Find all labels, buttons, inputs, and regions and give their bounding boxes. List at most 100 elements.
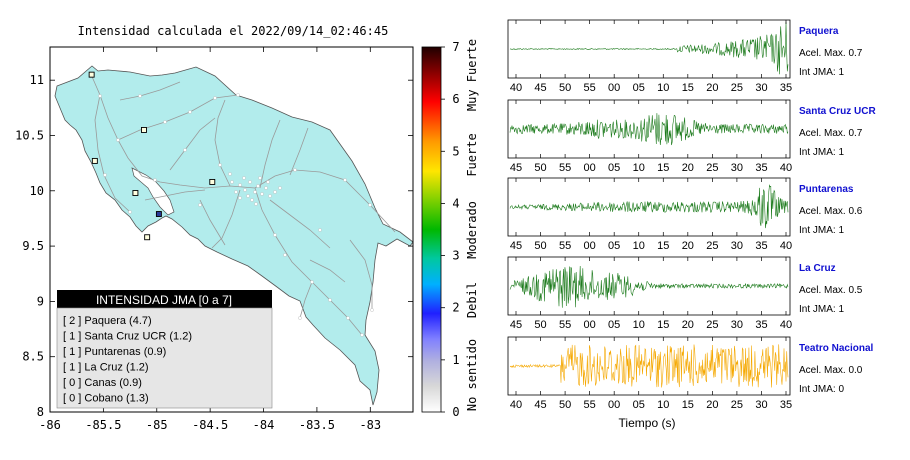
road [269, 199, 331, 249]
road [199, 199, 226, 246]
trace-tick-label: 15 [682, 399, 694, 411]
station-marker [144, 234, 151, 241]
gulf-of-nicoya [131, 167, 175, 216]
trace-tick-label: 25 [731, 399, 743, 411]
road [169, 117, 216, 171]
trace-tick-label: 55 [559, 319, 571, 331]
town-marker [273, 190, 277, 194]
colorbar-tick-label: 0 [452, 405, 459, 419]
peak-acceleration: Acel. Max. 0.6 [799, 206, 863, 217]
station-name: La Cruz [799, 263, 836, 274]
legend-body-bg [56, 307, 273, 409]
trace-tick-label: 05 [608, 319, 620, 331]
waveform [509, 184, 789, 229]
town-marker [138, 94, 142, 98]
station-marker [209, 178, 216, 185]
legend-header: INTENSIDAD JMA [0 a 7] [96, 293, 232, 307]
road [117, 94, 239, 141]
colorbar-tick-label: 4 [452, 196, 459, 210]
trace-tick-label: 45 [510, 319, 522, 331]
town-marker [256, 184, 260, 188]
colorbar-label: Fuerte [465, 133, 479, 176]
peak-acceleration: Acel. Max. 0.7 [799, 128, 863, 139]
trace-tick-label: 30 [731, 240, 743, 252]
legend-item: [ 1 ] Santa Cruz UCR (1.2) [63, 331, 192, 343]
jma-intensity: Int JMA: 0 [799, 384, 844, 395]
map-x-tick-label: -83 [359, 418, 381, 432]
station-marker [91, 157, 98, 164]
town-marker [268, 194, 272, 198]
trace-tick-label: 50 [534, 319, 546, 331]
town-marker [370, 308, 374, 312]
map-y-tick-label: 10 [30, 184, 44, 198]
trace-panel: 45 50 55 00 05 10 15 20 25 30 35 40 La Cruz Acel. Max… [507, 256, 863, 331]
trace-tick-label: 55 [584, 399, 596, 411]
trace-tick-label: 10 [633, 240, 645, 252]
town-marker [218, 163, 222, 167]
town-marker [260, 192, 264, 196]
trace-tick-label: 40 [780, 240, 792, 252]
town-marker [188, 110, 192, 114]
colorbar-tick-label: 7 [452, 40, 459, 54]
map-x-tick-label: -86 [39, 418, 61, 432]
trace-tick-label: 10 [633, 319, 645, 331]
legend-item: [ 0 ] Cobano (1.3) [63, 393, 149, 405]
town-marker [318, 228, 322, 232]
town-marker [368, 203, 372, 207]
trace-tick-label: 25 [706, 319, 718, 331]
legend-header-bg [57, 290, 272, 308]
waveform [509, 113, 789, 146]
road [89, 71, 256, 189]
town-marker [254, 202, 258, 206]
station-name: Teatro Nacional [799, 343, 873, 354]
trace-tick-label: 35 [755, 319, 767, 331]
trace-tick-label: 15 [657, 240, 669, 252]
trace-tick-label: 35 [780, 399, 792, 411]
trace-tick-label: 05 [633, 82, 645, 94]
colorbar-tick-label: 2 [452, 301, 459, 315]
road [144, 189, 206, 201]
trace-tick-label: 50 [559, 399, 571, 411]
trace-tick-label: 35 [780, 82, 792, 94]
town-marker [346, 316, 350, 320]
jma-intensity: Int JMA: 1 [799, 147, 844, 158]
trace-tick-label: 20 [706, 82, 718, 94]
town-marker [293, 168, 297, 172]
map-title: Intensidad calculada el 2022/09/14_02:46… [78, 24, 389, 38]
map-x-tick-label: -84.5 [192, 418, 228, 432]
town-marker [273, 233, 277, 237]
station-marker [155, 211, 162, 217]
road [94, 94, 131, 213]
trace-tick-label: 20 [706, 399, 718, 411]
town-marker [198, 203, 202, 207]
trace-tick-label: 45 [534, 399, 546, 411]
town-marker [283, 253, 287, 257]
town-marker [213, 96, 217, 100]
town-marker [230, 180, 234, 184]
town-marker [246, 194, 250, 198]
road [214, 99, 231, 187]
jma-intensity: Int JMA: 1 [799, 304, 844, 315]
map-y-tick-label: 10.5 [15, 128, 44, 142]
legend-item: [ 1 ] La Cruz (1.2) [63, 362, 149, 374]
colorbar-ticks: 7 6 5 4 3 2 1 0 [441, 40, 460, 419]
road [119, 81, 181, 101]
map-axes: -86 -85.5 -85 -84.5 -84 -83.5 -83 11 10.5 10 9.5 9 8… [15, 47, 413, 432]
trace-tick-label: 20 [682, 162, 694, 174]
trace-tick-label: 20 [682, 319, 694, 331]
trace-tick-label: 50 [559, 82, 571, 94]
road [289, 127, 309, 176]
town-markers [98, 93, 374, 337]
map-x-tick-label: -83.5 [299, 418, 335, 432]
colorbar-tick-label: 6 [452, 92, 459, 106]
road [299, 281, 313, 319]
map-y-tick-label: 8.5 [22, 350, 44, 364]
road [259, 119, 281, 189]
colorbar-tick-label: 1 [452, 353, 459, 367]
trace-tick-label: 55 [559, 162, 571, 174]
station-marker [88, 71, 95, 78]
colorbar-tick-label: 3 [452, 249, 459, 263]
trace-tick-label: 40 [510, 82, 522, 94]
colorbar-label: No sentido [465, 339, 479, 411]
trace-tick-label: 30 [731, 319, 743, 331]
